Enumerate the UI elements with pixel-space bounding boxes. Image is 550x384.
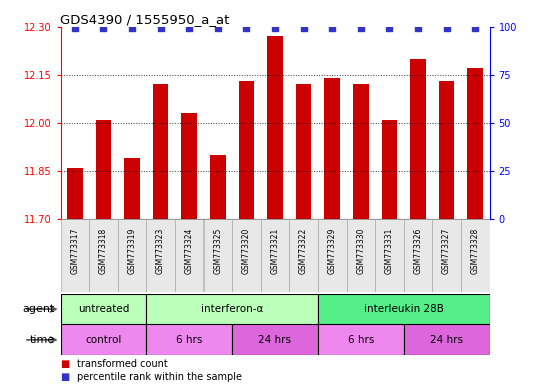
Point: [299, 25, 308, 31]
Bar: [96, 120, 111, 219]
Text: control: control: [85, 335, 122, 345]
Bar: [404, 219, 432, 292]
Bar: [89, 219, 118, 292]
Bar: [67, 168, 82, 219]
Bar: [375, 219, 404, 292]
Text: agent: agent: [23, 304, 55, 314]
Text: GSM773323: GSM773323: [156, 228, 165, 274]
Text: GSM773322: GSM773322: [299, 228, 308, 274]
Point: [213, 25, 222, 31]
Bar: [60, 324, 146, 355]
Text: ■: ■: [60, 359, 70, 369]
Point: [328, 25, 337, 31]
Bar: [60, 294, 146, 324]
Text: GSM773318: GSM773318: [99, 228, 108, 274]
Text: 24 hrs: 24 hrs: [430, 335, 463, 345]
Text: GSM773326: GSM773326: [414, 228, 422, 274]
Bar: [439, 81, 454, 219]
Text: transformed count: transformed count: [77, 359, 168, 369]
Bar: [318, 294, 490, 324]
Text: GSM773325: GSM773325: [213, 228, 222, 274]
Point: [99, 25, 108, 31]
Bar: [124, 158, 140, 219]
Point: [70, 25, 79, 31]
Point: [414, 25, 422, 31]
Text: GSM773321: GSM773321: [271, 228, 279, 274]
Bar: [182, 113, 197, 219]
Text: time: time: [30, 335, 55, 345]
Bar: [60, 219, 89, 292]
Text: 6 hrs: 6 hrs: [176, 335, 202, 345]
Text: 24 hrs: 24 hrs: [258, 335, 292, 345]
Text: interferon-α: interferon-α: [201, 304, 263, 314]
Point: [271, 25, 279, 31]
Text: GSM773317: GSM773317: [70, 228, 79, 274]
Bar: [232, 324, 318, 355]
Bar: [318, 219, 346, 292]
Point: [385, 25, 394, 31]
Bar: [118, 219, 146, 292]
Text: GSM773319: GSM773319: [128, 228, 136, 274]
Text: GDS4390 / 1555950_a_at: GDS4390 / 1555950_a_at: [60, 13, 230, 26]
Bar: [175, 219, 204, 292]
Bar: [153, 84, 168, 219]
Text: GSM773320: GSM773320: [242, 228, 251, 274]
Text: GSM773329: GSM773329: [328, 228, 337, 274]
Text: GSM773328: GSM773328: [471, 228, 480, 274]
Bar: [461, 219, 490, 292]
Bar: [289, 219, 318, 292]
Point: [185, 25, 194, 31]
Point: [471, 25, 480, 31]
Bar: [410, 59, 426, 219]
Text: interleukin 28B: interleukin 28B: [364, 304, 444, 314]
Bar: [324, 78, 340, 219]
Point: [442, 25, 451, 31]
Point: [156, 25, 165, 31]
Bar: [204, 219, 232, 292]
Text: GSM773324: GSM773324: [185, 228, 194, 274]
Bar: [432, 219, 461, 292]
Text: GSM773327: GSM773327: [442, 228, 451, 274]
Bar: [267, 36, 283, 219]
Text: percentile rank within the sample: percentile rank within the sample: [77, 372, 242, 382]
Bar: [353, 84, 369, 219]
Bar: [468, 68, 483, 219]
Bar: [146, 219, 175, 292]
Bar: [146, 294, 318, 324]
Text: GSM773331: GSM773331: [385, 228, 394, 274]
Bar: [382, 120, 397, 219]
Bar: [346, 219, 375, 292]
Point: [356, 25, 365, 31]
Bar: [296, 84, 311, 219]
Text: untreated: untreated: [78, 304, 129, 314]
Bar: [318, 324, 404, 355]
Point: [242, 25, 251, 31]
Text: ■: ■: [60, 372, 70, 382]
Bar: [404, 324, 490, 355]
Point: [128, 25, 136, 31]
Bar: [232, 219, 261, 292]
Bar: [146, 324, 232, 355]
Text: 6 hrs: 6 hrs: [348, 335, 374, 345]
Bar: [261, 219, 289, 292]
Bar: [239, 81, 254, 219]
Bar: [210, 155, 225, 219]
Text: GSM773330: GSM773330: [356, 228, 365, 274]
